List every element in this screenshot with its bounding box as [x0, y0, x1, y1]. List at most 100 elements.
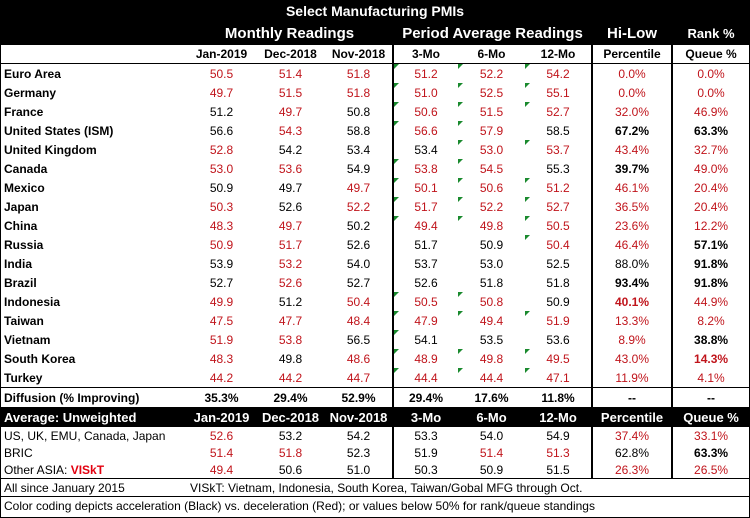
cell-p2: 49.8: [458, 216, 525, 235]
cell-queue: 4.1%: [670, 368, 750, 388]
avg-cell-pct: 26.3%: [591, 461, 672, 479]
cell-queue: 12.2%: [670, 216, 750, 235]
cell-p2: 51.5: [458, 102, 525, 121]
cell-p1: 52.6: [392, 273, 458, 292]
cell-p1: 50.1: [392, 178, 458, 197]
average-row-label: BRIC: [1, 444, 187, 461]
cell-pct: 88.0%: [591, 254, 672, 273]
cell-m3: 58.8: [346, 123, 371, 138]
diffusion-p1: 29.4%: [392, 387, 458, 407]
avg-cell-m2: 51.8: [278, 445, 303, 460]
cell-p1: 54.1: [392, 330, 458, 349]
cell-queue: 46.9%: [670, 102, 750, 121]
avg-col-m2: Dec-2018: [256, 407, 325, 427]
cell-p3: 55.1: [525, 83, 592, 102]
diffusion-label: Diffusion (% Improving): [1, 387, 187, 407]
row-label: Vietnam: [4, 332, 51, 347]
cell-m2: 52.6: [278, 199, 303, 214]
cell-queue: 91.8%: [670, 254, 750, 273]
cell-pct: 39.7%: [591, 159, 672, 178]
avg-cell-p3: 51.3: [546, 445, 570, 460]
cell-m1: 47.5: [209, 313, 234, 328]
cell-p2: 52.2: [458, 197, 525, 216]
cell-p2: 50.8: [458, 292, 525, 311]
cell-p1: 47.9: [392, 311, 458, 330]
cell-m2: 53.8: [278, 332, 303, 347]
cell-p1: 51.2: [392, 63, 458, 83]
cell-p2: 50.6: [458, 178, 525, 197]
cell-p1: 48.9: [392, 349, 458, 368]
diffusion-p3: 11.8%: [525, 387, 592, 407]
cell-m3: 52.2: [346, 199, 371, 214]
group-monthly: Monthly Readings: [187, 21, 393, 45]
cell-m1: 53.0: [209, 161, 234, 176]
row-label: Mexico: [4, 180, 45, 195]
avg-cell-p2: 54.0: [479, 428, 504, 443]
cell-m1: 52.8: [209, 142, 234, 157]
cell-m3: 51.8: [346, 85, 371, 100]
average-label: Average: Unweighted: [1, 407, 187, 427]
avg-cell-pct: 37.4%: [591, 427, 672, 444]
diffusion-m1: 35.3%: [187, 387, 256, 407]
cell-pct: 67.2%: [591, 121, 672, 140]
avg-cell-m3: 52.3: [346, 445, 371, 460]
avg-cell-p2: 51.4: [479, 445, 504, 460]
avg-cell-queue: 26.5%: [670, 461, 750, 479]
row-label: Brazil: [4, 275, 37, 290]
cell-p3: 50.5: [525, 216, 592, 235]
avg-cell-m2: 50.6: [278, 462, 303, 477]
cell-p2: 53.5: [479, 332, 504, 347]
cell-p3: 54.2: [525, 63, 592, 84]
cell-p2: 57.9: [458, 121, 525, 140]
table-row: Mexico 50.9 49.7 49.7 50.1 50.6 51.2 46.1% 20.4%: [1, 178, 750, 197]
cell-p2: 54.5: [458, 159, 525, 178]
avg-col-p2: 6-Mo: [458, 407, 525, 427]
diffusion-pct: --: [591, 387, 672, 407]
cell-m2: 53.2: [278, 256, 303, 271]
diffusion-p2: 17.6%: [458, 387, 525, 407]
col-queue: Queue %: [670, 45, 750, 64]
row-label: United Kingdom: [4, 142, 97, 157]
cell-pct: 46.4%: [591, 235, 672, 254]
note-row: Color coding depicts acceleration (Black…: [1, 496, 750, 514]
cell-m2: 49.7: [278, 218, 303, 233]
table-row: India 53.9 53.2 54.0 53.7 53.0 52.5 88.0% 91.8%: [1, 254, 750, 273]
table-row: Turkey 44.2 44.2 44.7 44.4 44.4 47.1 11.9% 4.1%: [1, 368, 750, 388]
cell-pct: 13.3%: [591, 311, 672, 330]
cell-p2: 53.0: [479, 256, 504, 271]
col-12mo: 12-Mo: [525, 45, 592, 64]
avg-col-queue: Queue %: [670, 407, 750, 427]
cell-m3: 49.7: [346, 180, 371, 195]
cell-m1: 50.5: [209, 66, 234, 81]
table-row: United States (ISM) 56.6 54.3 58.8 56.6 57.9 5…: [1, 121, 750, 140]
row-label: Indonesia: [4, 294, 61, 309]
group-rank: Rank %: [670, 21, 750, 45]
row-label: India: [4, 256, 33, 271]
cell-m2: 54.3: [278, 123, 303, 138]
table-row: Euro Area 50.5 51.4 51.8 51.2 52.2 54.2 0.0% 0.0…: [1, 63, 750, 84]
row-label: Canada: [4, 161, 48, 176]
col-jan-2019: Jan-2019: [187, 45, 256, 64]
avg-cell-m3: 51.0: [346, 462, 371, 477]
cell-p2: 44.4: [458, 368, 525, 388]
cell-p3: 51.2: [525, 178, 592, 197]
cell-m2: 54.2: [278, 142, 303, 157]
table-row: South Korea 48.3 49.8 48.6 48.9 49.8 49.5 43.0%…: [1, 349, 750, 368]
cell-m2: 49.7: [278, 104, 303, 119]
cell-p2: 49.8: [458, 349, 525, 368]
avg-cell-p1: 53.3: [392, 427, 458, 444]
avg-cell-pct: 62.8%: [591, 444, 672, 461]
table-row: Vietnam 51.9 53.8 56.5 54.1 53.5 53.6 8.9% 38.8%: [1, 330, 750, 349]
avg-cell-p1: 50.3: [392, 461, 458, 479]
diffusion-row: Diffusion (% Improving) 35.3% 29.4% 52.9% 29…: [1, 387, 750, 407]
cell-m3: 52.6: [346, 237, 371, 252]
average-row-name: Other ASIA:: [4, 462, 71, 477]
diffusion-m2: 29.4%: [256, 387, 325, 407]
cell-p1: 53.4: [392, 140, 458, 159]
cell-p3: 51.9: [525, 311, 592, 330]
cell-queue: 49.0%: [670, 159, 750, 178]
cell-pct: 46.1%: [591, 178, 672, 197]
cell-p1: 51.0: [392, 83, 458, 102]
cell-p3: 50.9: [546, 294, 570, 309]
